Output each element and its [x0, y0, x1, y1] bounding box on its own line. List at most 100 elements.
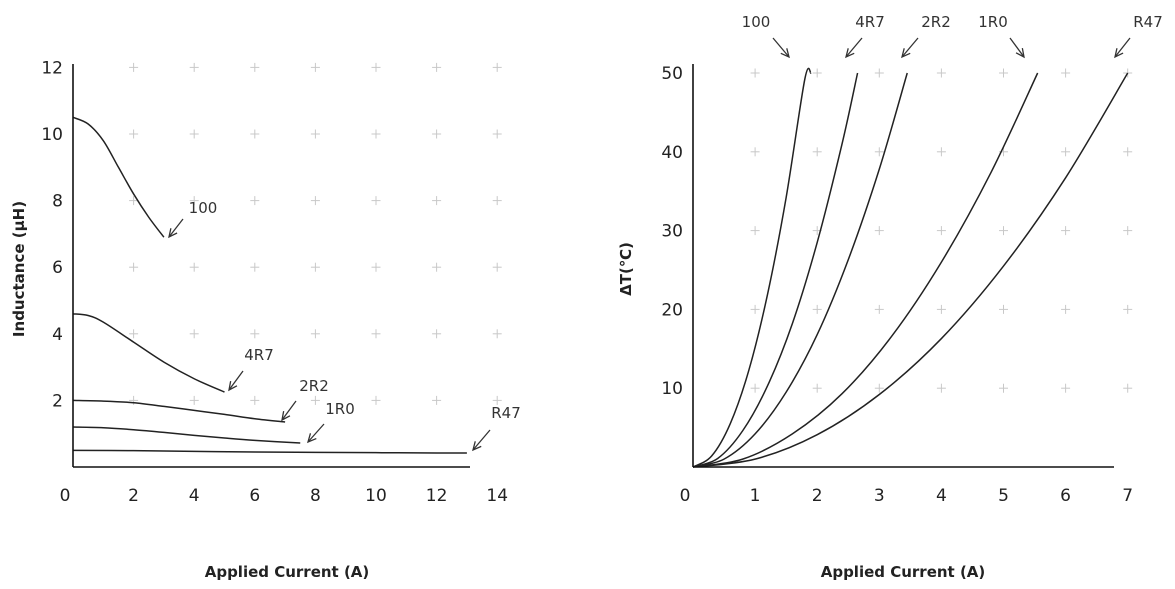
inductance-series-100 — [72, 116, 165, 238]
temperature-y-tick-label: 40 — [661, 143, 683, 163]
grid-marker — [1061, 304, 1071, 314]
temperature-callout-4r7-arrowhead — [845, 48, 855, 59]
inductance-chart: 100 4R7 2R2 1R0 R47 0 2 4 6 8 10 12 14 2 4 6 8 10 12 App… — [10, 58, 521, 581]
temperature-x-tick-label: 1 — [750, 486, 761, 506]
temperature-callout-100-arrow — [772, 37, 790, 58]
grid-marker — [432, 196, 442, 206]
inductance-y-tick-label: 12 — [41, 58, 63, 78]
grid-marker — [432, 329, 442, 339]
inductance-series — [72, 116, 467, 454]
grid-marker — [310, 395, 320, 405]
inductance-y-tick-label: 6 — [52, 258, 63, 278]
grid-marker — [371, 62, 381, 72]
inductance-x-tick-label: 12 — [426, 486, 448, 506]
inductance-x-tick-label: 2 — [128, 486, 139, 506]
temperature-y-ticks: 10 20 30 40 50 — [661, 64, 683, 399]
inductance-callout-4r7-arrowhead — [228, 381, 238, 392]
temperature-series — [692, 67, 1129, 468]
grid-marker — [492, 62, 502, 72]
inductance-y-tick-label: 8 — [52, 192, 63, 212]
temperature-callout-r47-arrowhead — [1114, 48, 1124, 59]
grid-marker — [874, 226, 884, 236]
grid-marker — [1061, 226, 1071, 236]
grid-marker — [936, 304, 946, 314]
grid-marker — [250, 262, 260, 272]
inductance-x-tick-label: 10 — [365, 486, 387, 506]
grid-marker — [936, 147, 946, 157]
grid-marker — [750, 68, 760, 78]
grid-marker — [129, 62, 139, 72]
grid-marker — [371, 196, 381, 206]
grid-marker — [750, 304, 760, 314]
inductance-x-tick-label: 14 — [486, 486, 508, 506]
temperature-grid — [750, 68, 1133, 393]
grid-marker — [750, 226, 760, 236]
inductance-callout-r47-arrow — [472, 429, 491, 451]
temperature-x-axis-title: Applied Current (A) — [821, 563, 986, 581]
temperature-callout-2r2-label: 2R2 — [921, 13, 951, 31]
grid-marker — [750, 383, 760, 393]
inductance-y-tick-label: 2 — [52, 391, 63, 411]
inductance-x-tick-label: 4 — [189, 486, 200, 506]
inductance-callout-r47-label: R47 — [491, 404, 521, 422]
grid-marker — [310, 262, 320, 272]
grid-marker — [874, 304, 884, 314]
temperature-x-tick-label: 4 — [936, 486, 947, 506]
grid-marker — [1123, 383, 1133, 393]
grid-marker — [250, 395, 260, 405]
inductance-callout-r47-arrowhead — [472, 441, 482, 452]
grid-marker — [189, 262, 199, 272]
grid-marker — [432, 262, 442, 272]
inductance-grid — [129, 62, 502, 405]
inductance-callout-2r2-arrowhead — [281, 411, 291, 422]
temperature-callout-1r0-arrowhead — [1015, 48, 1025, 59]
temperature-y-tick-label: 20 — [661, 300, 683, 320]
grid-marker — [129, 262, 139, 272]
grid-marker — [874, 383, 884, 393]
temperature-callout-1r0-label: 1R0 — [978, 13, 1008, 31]
temperature-x-tick-label: 7 — [1122, 486, 1133, 506]
grid-marker — [432, 395, 442, 405]
temperature-x-tick-label: 6 — [1060, 486, 1071, 506]
grid-marker — [189, 129, 199, 139]
temperature-x-ticks: 0 1 2 3 4 5 6 7 — [680, 486, 1134, 506]
temperature-rise-chart: 100 4R7 2R2 1R0 R47 0 1 2 3 4 5 6 7 10 20 30 40 50 Appl… — [617, 13, 1163, 581]
temperature-series-100 — [692, 67, 812, 468]
temperature-y-tick-label: 50 — [661, 64, 683, 84]
inductance-x-ticks: 0 2 4 6 8 10 12 14 — [60, 486, 508, 506]
grid-marker — [492, 395, 502, 405]
inductance-y-axis-title: Inductance (μH) — [10, 201, 28, 337]
grid-marker — [129, 196, 139, 206]
grid-marker — [432, 62, 442, 72]
inductance-series-1r0 — [72, 426, 301, 444]
temperature-callout-2r2-arrow — [901, 37, 919, 58]
inductance-callout-1r0-arrowhead — [307, 433, 317, 444]
inductance-series-2r2 — [72, 399, 286, 423]
grid-marker — [371, 329, 381, 339]
inductance-x-axis-title: Applied Current (A) — [205, 563, 370, 581]
inductance-callout-100-arrow — [168, 218, 184, 238]
grid-marker — [936, 68, 946, 78]
temperature-series-r47 — [692, 72, 1129, 468]
temperature-callouts: 100 4R7 2R2 1R0 R47 — [742, 13, 1163, 59]
temperature-callout-1r0-arrow — [1009, 37, 1025, 58]
inductance-callout-1r0-label: 1R0 — [325, 400, 355, 418]
grid-marker — [189, 329, 199, 339]
grid-marker — [371, 262, 381, 272]
grid-marker — [250, 329, 260, 339]
temperature-x-tick-label: 2 — [812, 486, 823, 506]
inductance-x-tick-label: 0 — [60, 486, 71, 506]
grid-marker — [999, 304, 1008, 314]
temperature-callout-4r7-arrow — [845, 37, 863, 58]
temperature-y-axis-title: ΔT(℃) — [617, 242, 635, 296]
grid-marker — [189, 395, 199, 405]
grid-marker — [1123, 304, 1133, 314]
grid-marker — [936, 226, 946, 236]
temperature-x-tick-label: 0 — [680, 486, 691, 506]
grid-marker — [874, 147, 884, 157]
grid-marker — [812, 383, 822, 393]
grid-marker — [310, 329, 320, 339]
grid-marker — [1061, 383, 1071, 393]
grid-marker — [1123, 147, 1133, 157]
